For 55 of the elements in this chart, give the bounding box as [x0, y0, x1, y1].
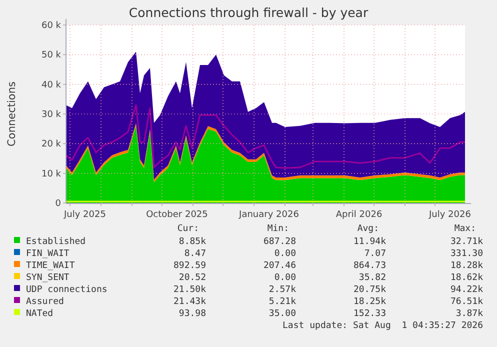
text: 8.47: [184, 249, 206, 259]
text: Avg:: [357, 224, 379, 234]
text: 18.28k: [450, 261, 484, 271]
x-tick-label: July 2025: [63, 210, 106, 220]
text: Cur:: [177, 224, 199, 234]
x-tick-label: April 2026: [336, 210, 382, 220]
y-tick-label: 30 k: [41, 110, 62, 120]
legend-label: TIME_WAIT: [26, 261, 76, 271]
text: 7.07: [364, 249, 386, 259]
text: 32.71k: [450, 237, 484, 247]
text: 2.57k: [268, 285, 297, 295]
legend-label: Established: [26, 237, 86, 247]
text: 0.00: [274, 273, 296, 283]
y-tick-label: 60 k: [41, 21, 62, 31]
text: 687.28: [263, 237, 296, 247]
legend-label: FIN_WAIT: [26, 249, 70, 259]
text: 76.51k: [450, 297, 484, 307]
text: 864.73: [353, 261, 386, 271]
text: Max:: [454, 224, 476, 234]
text: 18.62k: [450, 273, 484, 283]
chart-title: Connections through firewall - by year: [128, 5, 369, 20]
text: 331.30: [450, 249, 483, 259]
text: Min:: [267, 224, 289, 234]
text: 3.87k: [456, 309, 484, 319]
text: 21.50k: [173, 285, 207, 295]
text: 11.94k: [353, 237, 387, 247]
y-tick-label: 40 k: [41, 80, 62, 90]
text: 207.46: [263, 261, 296, 271]
legend-label: SYN_SENT: [26, 273, 70, 283]
text: 20.75k: [353, 285, 387, 295]
text: 152.33: [353, 309, 386, 319]
text: 8.85k: [178, 237, 207, 247]
x-tick-label: January 2026: [238, 210, 300, 220]
text: 5.21k: [268, 297, 297, 307]
legend-label: Assured: [26, 297, 64, 307]
y-tick-label: 50 k: [41, 50, 62, 61]
line-series: [65, 104, 466, 169]
text: 21.43k: [173, 297, 207, 307]
text: 35.00: [268, 309, 296, 319]
text: Last update: Sat Aug 1 04:35:27 2026: [282, 321, 483, 331]
text: 93.98: [178, 309, 206, 319]
legend-label: NATed: [26, 309, 54, 319]
text: 892.59: [173, 261, 206, 271]
y-tick-label: 0: [55, 199, 62, 209]
text: 35.82: [358, 273, 386, 283]
y-tick-label: 10 k: [41, 169, 62, 180]
text: 0.00: [274, 249, 296, 259]
text: 94.22k: [450, 285, 484, 295]
y-tick-label: 20 k: [41, 140, 62, 150]
y-axis-title: Connections: [6, 82, 18, 146]
x-tick-label: July 2026: [428, 210, 472, 220]
legend-label: UDP connections: [26, 285, 108, 295]
text: 20.52: [178, 273, 206, 283]
text: 18.25k: [353, 297, 387, 307]
x-tick-label: October 2025: [146, 210, 208, 220]
